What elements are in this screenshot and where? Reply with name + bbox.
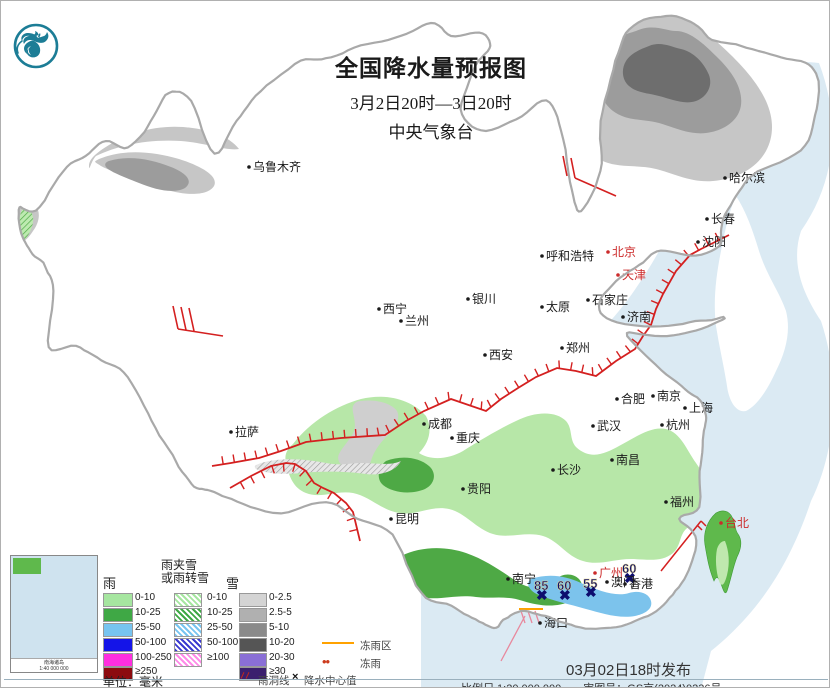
svg-text:南昌: 南昌 (616, 452, 640, 467)
svg-text:✖: ✖ (585, 584, 597, 600)
svg-text:长沙: 长沙 (557, 463, 581, 477)
svg-text:银川: 银川 (472, 292, 496, 306)
svg-text:合肥: 合肥 (621, 391, 645, 406)
svg-text:福州: 福州 (670, 494, 694, 509)
svg-text:南宁: 南宁 (512, 571, 536, 586)
svg-text:重庆: 重庆 (456, 431, 480, 445)
svg-text:贵阳: 贵阳 (467, 482, 491, 496)
svg-text:南京: 南京 (657, 388, 681, 403)
svg-text:成都: 成都 (428, 417, 452, 431)
svg-text:济南: 济南 (627, 309, 651, 324)
svg-text:沈阳: 沈阳 (702, 234, 726, 249)
svg-text:台北: 台北 (725, 515, 749, 530)
svg-text:郑州: 郑州 (566, 340, 590, 355)
svg-text:西安: 西安 (489, 347, 513, 362)
svg-text:澳门: 澳门 (611, 574, 635, 589)
svg-text:武汉: 武汉 (597, 419, 621, 433)
svg-text:北京: 北京 (612, 245, 636, 259)
svg-text:呼和浩特: 呼和浩特 (546, 248, 594, 263)
svg-text:杭州: 杭州 (666, 417, 690, 432)
svg-text:✖: ✖ (536, 587, 548, 603)
svg-text:拉萨: 拉萨 (235, 424, 259, 439)
svg-text:昆明: 昆明 (395, 512, 419, 526)
svg-text:✖: ✖ (559, 587, 571, 603)
svg-text:石家庄: 石家庄 (592, 292, 628, 307)
svg-text:太原: 太原 (546, 299, 570, 314)
svg-text:兰州: 兰州 (405, 314, 429, 328)
svg-text:乌鲁木齐: 乌鲁木齐 (253, 159, 301, 174)
svg-text:哈尔滨: 哈尔滨 (729, 170, 765, 185)
svg-text:西宁: 西宁 (383, 301, 407, 316)
